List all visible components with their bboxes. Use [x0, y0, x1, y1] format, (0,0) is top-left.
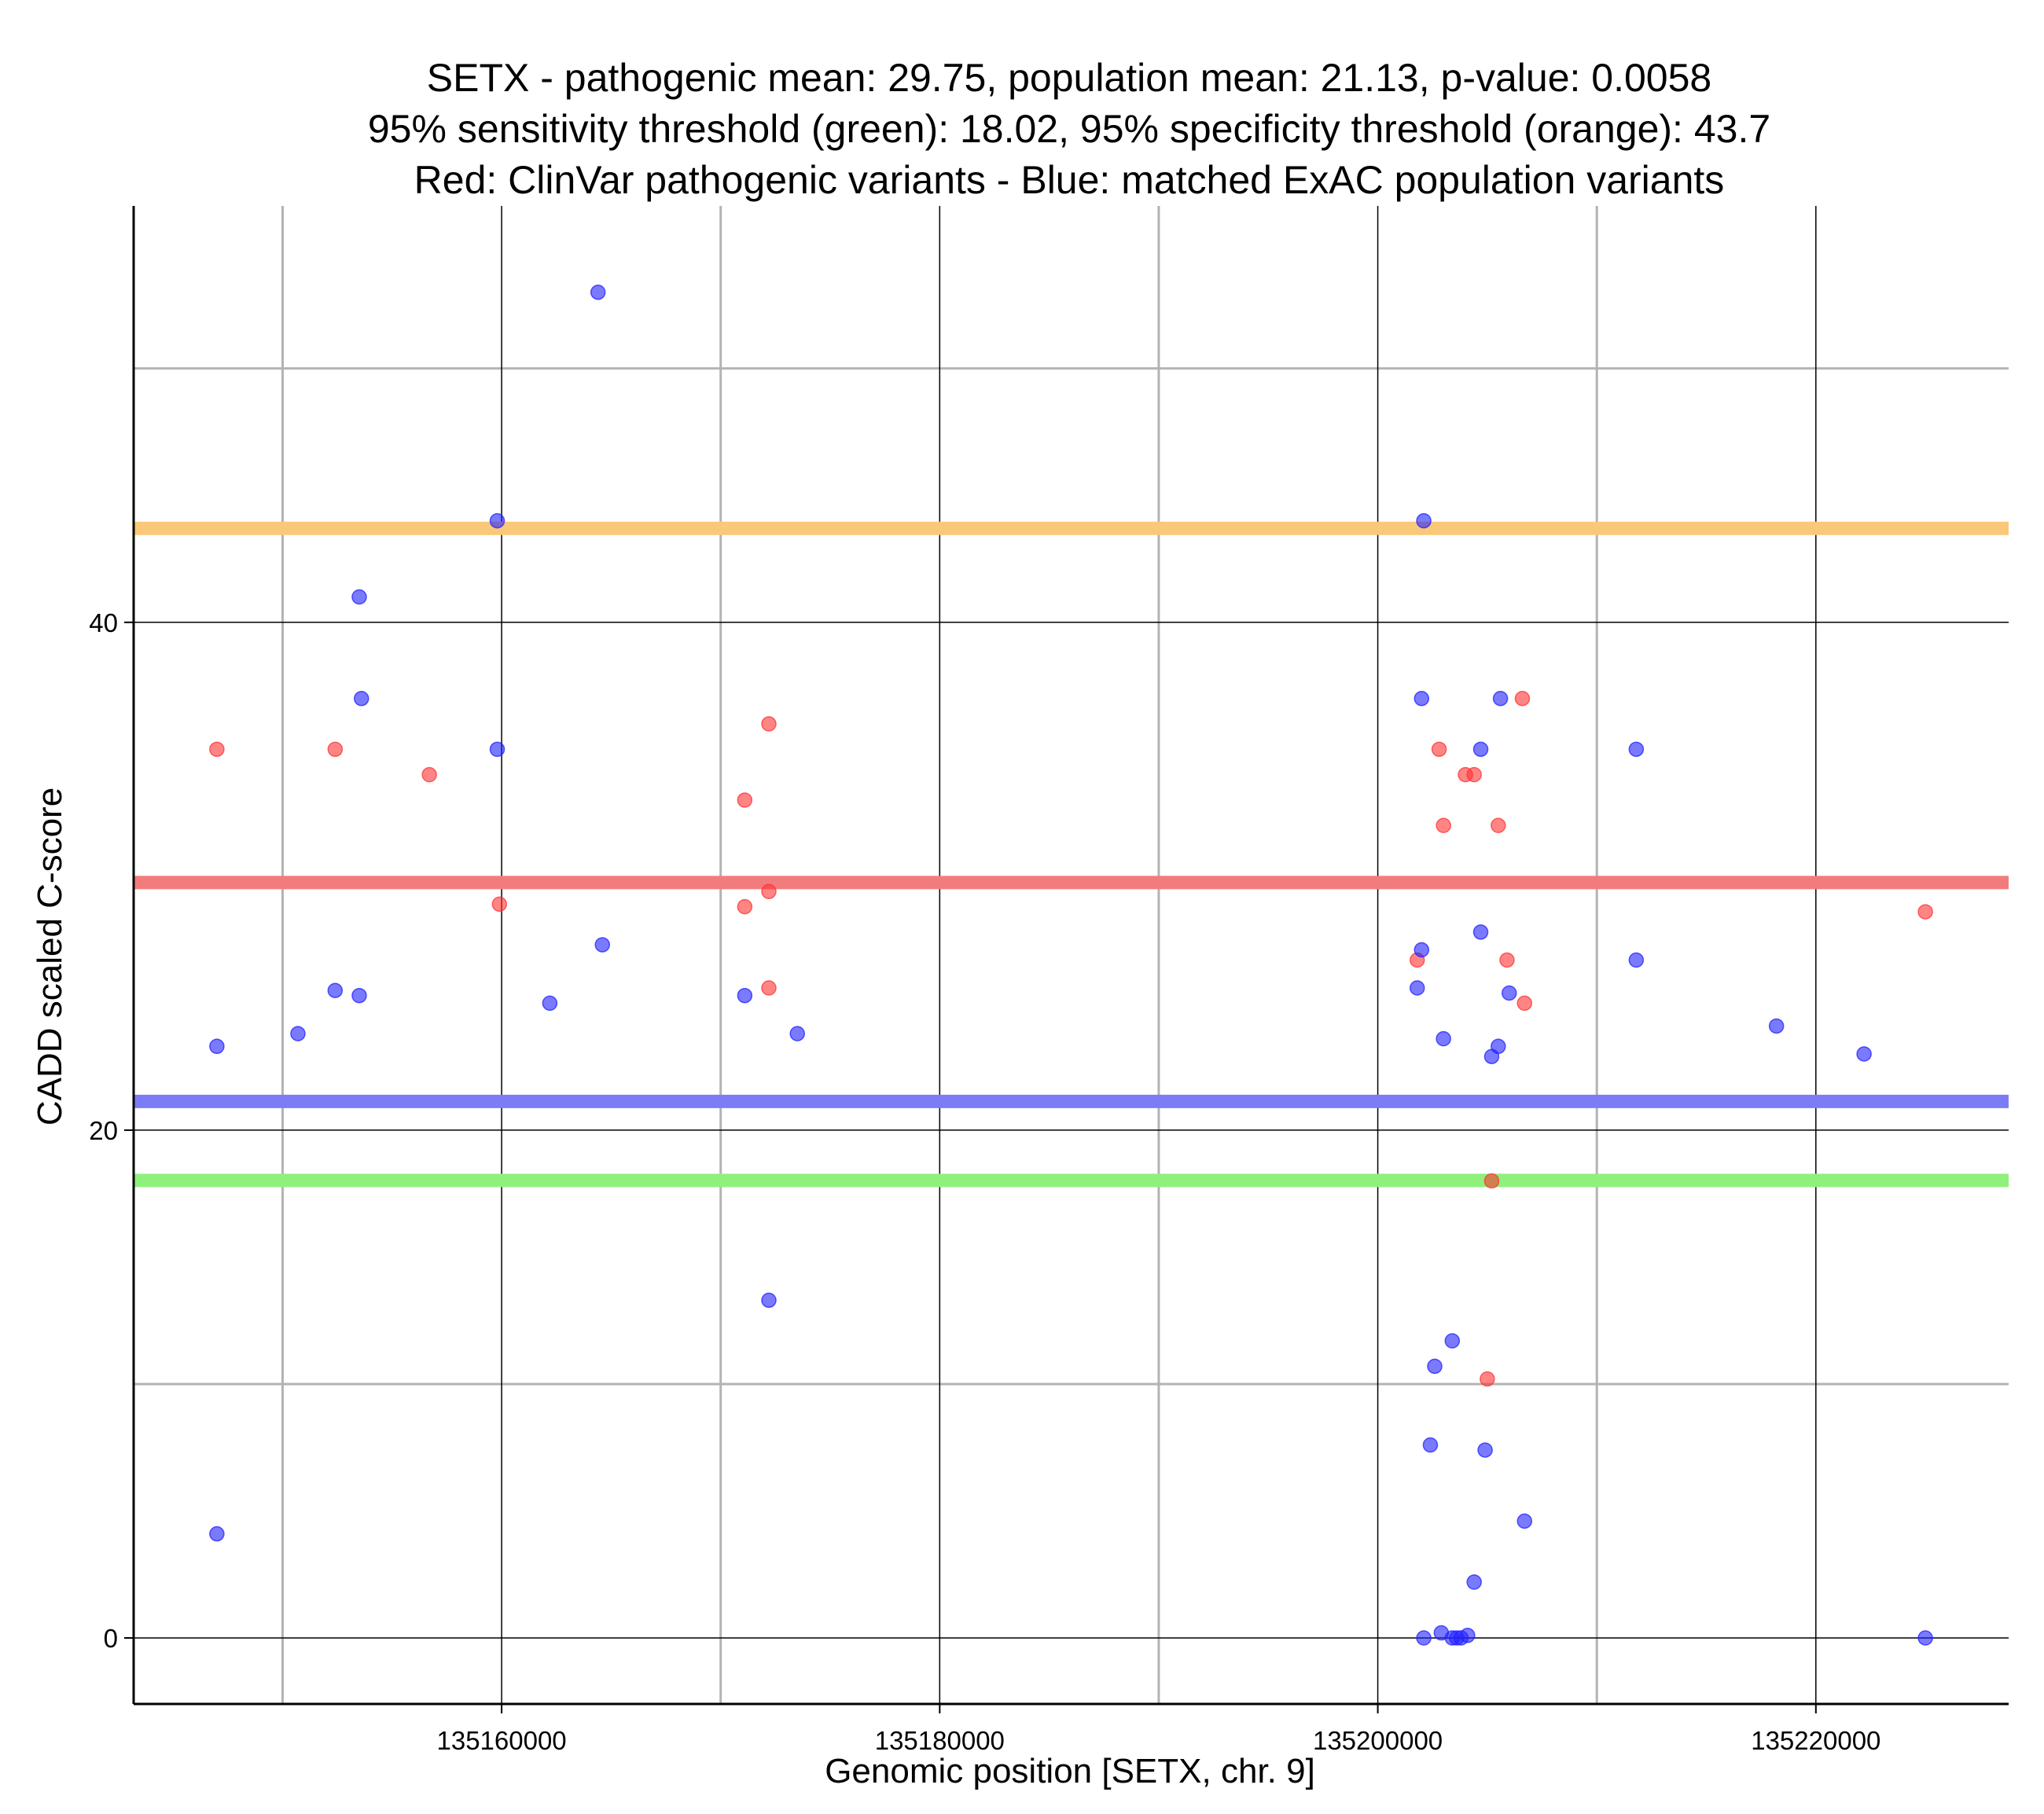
population-point-35: [1466, 1574, 1482, 1590]
pathogenic-point-4: [737, 792, 753, 808]
y-axis-label: CADD scaled C-score: [31, 788, 69, 1125]
y-tick-label-1: 20: [89, 1116, 118, 1145]
population-point-21: [1472, 924, 1489, 940]
pathogenic-point-2: [421, 766, 437, 783]
population-point-16: [1414, 690, 1430, 707]
population-point-23: [1436, 1030, 1451, 1047]
population-point-3: [354, 690, 369, 707]
population-point-30: [1444, 1333, 1461, 1349]
population-point-4: [489, 741, 505, 758]
population-point-2: [351, 589, 367, 605]
population-point-19: [1472, 741, 1489, 758]
threshold-lines: [134, 521, 2009, 1188]
chart-title: SETX - pathogenic mean: 29.75, populatio…: [368, 56, 1770, 202]
pathogenic-point-8: [761, 980, 777, 996]
title-line-3: Red: ClinVar pathogenic variants - Blue:…: [414, 158, 1725, 202]
tick-labels: 135160000 135180000 135200000 135220000 0 20 4…: [89, 608, 1880, 1755]
population-point-10: [542, 995, 558, 1012]
pathogenic-point-13: [1466, 766, 1482, 783]
population-point-29: [1856, 1046, 1872, 1062]
population-point-22: [1501, 985, 1517, 1001]
pathogenic-point-18: [1483, 1173, 1500, 1189]
pathogenic-point-3: [491, 896, 508, 913]
y-tick-label-0: 0: [104, 1624, 118, 1653]
population-point-8: [327, 982, 344, 998]
population-point-20: [1492, 690, 1509, 707]
population-point-42: [1917, 1630, 1933, 1646]
population-point-17: [1414, 942, 1430, 958]
population-point-0: [590, 285, 606, 300]
pathogenic-point-20: [1917, 904, 1933, 920]
population-point-12: [789, 1026, 805, 1041]
x-axis-label: Genomic position [SETX, chr. 9]: [825, 1752, 1315, 1790]
population-point-6: [209, 1038, 225, 1055]
population-point-31: [1427, 1358, 1443, 1375]
population-point-13: [761, 1292, 777, 1309]
grid-layer: [134, 206, 2009, 1704]
population-point-26: [1628, 741, 1645, 758]
population-point-41: [1460, 1628, 1476, 1643]
pathogenic-point-11: [1436, 817, 1451, 833]
pathogenic-point-14: [1491, 817, 1506, 833]
pathogenic-point-5: [737, 898, 753, 915]
pathogenic-point-19: [1480, 1371, 1495, 1387]
y-tick-label-2: 40: [89, 608, 118, 637]
population-point-34: [1516, 1513, 1532, 1529]
population-point-28: [1768, 1018, 1785, 1034]
title-line-2: 95% sensitivity threshold (green): 18.02…: [368, 107, 1770, 151]
pathogenic-point-15: [1499, 952, 1515, 968]
population-point-7: [290, 1026, 306, 1041]
axes: [124, 206, 2009, 1713]
population-point-36: [1416, 1630, 1432, 1646]
population-point-14: [209, 1526, 225, 1542]
pathogenic-point-1: [327, 741, 344, 758]
data-points: [209, 285, 1933, 1646]
population-point-5: [594, 937, 610, 953]
pathogenic-point-6: [761, 716, 777, 732]
population-point-27: [1628, 952, 1645, 968]
pathogenic-point-7: [761, 883, 777, 899]
population-point-18: [1409, 980, 1425, 996]
population-point-15: [1416, 512, 1432, 529]
pathogenic-point-10: [1431, 741, 1447, 758]
title-line-1: SETX - pathogenic mean: 29.75, populatio…: [427, 56, 1711, 100]
population-point-11: [737, 987, 753, 1004]
population-point-33: [1477, 1442, 1493, 1458]
population-point-32: [1422, 1437, 1439, 1453]
population-point-9: [351, 987, 367, 1004]
x-tick-label-3: 135220000: [1751, 1726, 1880, 1755]
x-tick-label-1: 135180000: [875, 1726, 1005, 1755]
pathogenic-point-0: [209, 741, 225, 758]
pathogenic-point-17: [1516, 995, 1532, 1012]
pathogenic-point-16: [1514, 690, 1531, 707]
x-tick-label-0: 135160000: [436, 1726, 566, 1755]
x-tick-label-2: 135200000: [1313, 1726, 1443, 1755]
population-point-1: [489, 512, 505, 529]
population-point-25: [1483, 1048, 1500, 1064]
